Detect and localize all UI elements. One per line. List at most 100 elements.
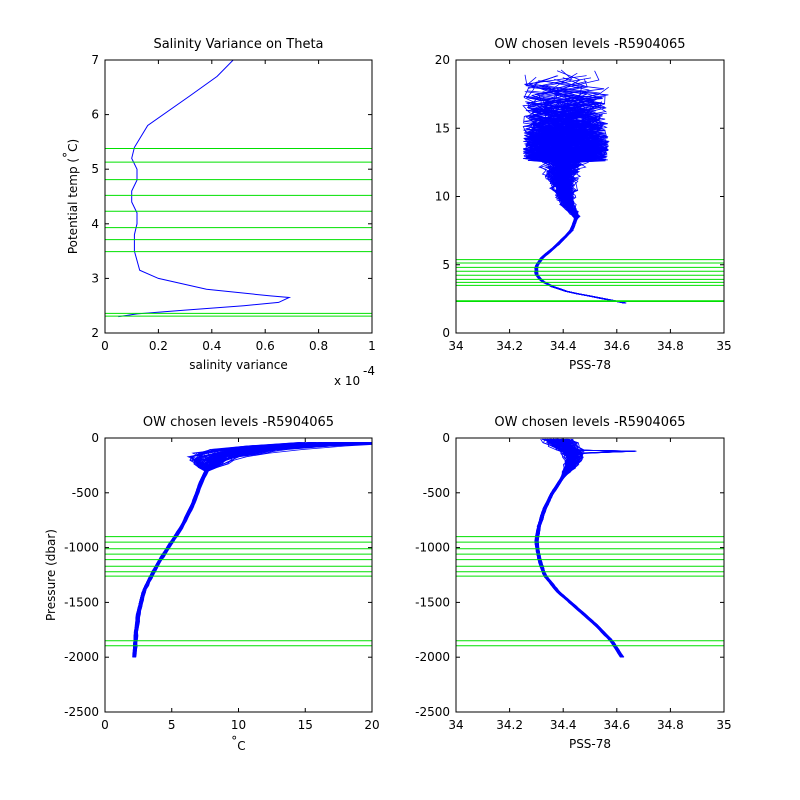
profile-line (536, 438, 636, 658)
profile-line (134, 442, 372, 658)
profile-line (535, 438, 623, 658)
profile-line (536, 438, 623, 658)
profile-line (135, 443, 372, 658)
x-axis-label: PSS-78 (569, 737, 611, 751)
y-tick-label: -1500 (415, 595, 450, 609)
panel-theta-salinity: 34 34.2 34.4 34.6 34.8 35 0 5 10 15 20 OW chosen le… (435, 37, 732, 372)
profile-line (535, 438, 622, 658)
profile-line (132, 442, 321, 658)
profile-line (536, 438, 623, 658)
profile-line (535, 439, 623, 658)
profile-line (536, 438, 623, 658)
profile-line (535, 438, 624, 658)
y-tick-label: 3 (91, 271, 99, 285)
panel-salinity-variance: 0 0.2 0.4 0.6 0.8 1 2 3 4 5 6 7 Salinity Variance on… (61, 37, 376, 388)
profile-line (134, 443, 372, 658)
profile-line (536, 438, 624, 658)
x-axis-label: salinity variance (189, 358, 288, 372)
profile-line (134, 442, 372, 658)
profile-line (536, 438, 623, 658)
profile-line (536, 439, 624, 658)
profile-line (132, 442, 324, 658)
profile-line (535, 438, 623, 658)
profile-line (537, 438, 624, 658)
profile-line (537, 438, 625, 658)
y-tick-label: -1000 (64, 541, 99, 555)
profile-line (133, 442, 336, 658)
profile-line (535, 438, 623, 658)
panel-pressure-salinity: 34 34.2 34.4 34.6 34.8 35 -2500 -2000 -1500 -1000… (415, 415, 732, 751)
profile-line (535, 438, 623, 658)
profile-line (535, 438, 622, 658)
profile-line (536, 438, 637, 658)
profile-line (536, 438, 623, 658)
profile-line (135, 444, 372, 658)
axes-box (455, 437, 725, 713)
profile-line (134, 443, 372, 658)
profile-line (536, 438, 623, 658)
profile-line (132, 442, 329, 658)
profile-line (535, 438, 622, 658)
x-multiplier: x 10 (334, 374, 360, 388)
profile-line (535, 438, 623, 658)
x-tick-label: 20 (364, 718, 379, 732)
profile-line (132, 442, 312, 658)
profile-line (133, 442, 327, 658)
profile-line (535, 438, 622, 658)
profile-line (534, 438, 631, 658)
profile-line (536, 438, 624, 658)
profile-line (537, 438, 625, 658)
profile-line (535, 438, 634, 658)
x-tick-label: 34 (448, 718, 463, 732)
profile-line (134, 442, 369, 658)
profile-line (535, 438, 623, 658)
profile-line (536, 438, 624, 658)
profile-line (134, 442, 372, 658)
plot-area (456, 69, 724, 304)
profile-line (535, 438, 623, 658)
x-tick-label: 0.6 (256, 339, 275, 353)
y-tick-label: -500 (72, 486, 99, 500)
x-tick-label: 34.6 (603, 339, 630, 353)
profile-line (535, 438, 622, 658)
x-tick-label: 1 (368, 339, 376, 353)
y-axis-label: Pressure (dbar) (44, 529, 58, 621)
profile-line (536, 439, 624, 658)
profile-line (536, 438, 636, 658)
plot-area (105, 442, 372, 658)
x-tick-label: 0.8 (309, 339, 328, 353)
profile-line (536, 438, 636, 658)
profile-line (537, 438, 625, 658)
profile-line (134, 443, 372, 658)
profile-line (135, 443, 372, 658)
profile-line (132, 442, 301, 658)
profile-line (133, 442, 322, 658)
profile-line (134, 442, 372, 658)
profile-line (536, 439, 623, 658)
profile-line (537, 438, 624, 658)
y-tick-label: 0 (442, 431, 450, 445)
profile-line (536, 438, 623, 658)
profile-line (536, 438, 624, 658)
profile-line (535, 438, 622, 658)
profile-line (536, 438, 623, 658)
y-tick-label: -2500 (64, 705, 99, 719)
profile-line (536, 438, 623, 658)
x-tick-label: 34.8 (657, 718, 684, 732)
profile-line (132, 442, 331, 658)
profile-line (535, 438, 622, 658)
x-tick-label: 0.2 (149, 339, 168, 353)
profile-line (134, 442, 372, 658)
profile-line (535, 438, 623, 658)
y-tick-label: 7 (91, 53, 99, 67)
profile-line (132, 442, 306, 658)
y-tick-label: 6 (91, 108, 99, 122)
profile-line (536, 438, 623, 658)
profile-line (535, 438, 623, 658)
profile-line (536, 438, 624, 658)
profile-line (536, 438, 626, 658)
profile-line (134, 442, 372, 658)
y-tick-label: -1500 (64, 595, 99, 609)
profile-line (537, 438, 624, 658)
x-axis-label: PSS-78 (569, 358, 611, 372)
